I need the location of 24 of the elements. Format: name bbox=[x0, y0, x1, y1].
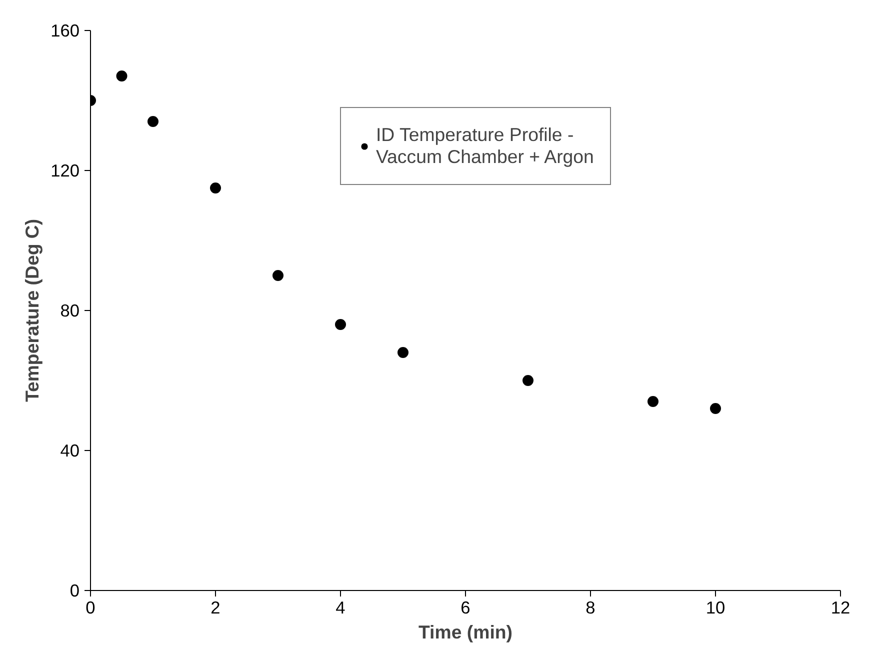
point bbox=[522, 375, 534, 386]
point bbox=[148, 116, 158, 127]
x-tick-label: 4 bbox=[336, 598, 346, 618]
legend-label: ID Temperature Profile - Vaccum Chamber + Argon bbox=[376, 124, 594, 168]
x-tick-label: 10 bbox=[706, 598, 726, 618]
x-axis-title: Time (min) bbox=[418, 622, 512, 642]
point bbox=[398, 347, 408, 358]
y-tick-label: 0 bbox=[70, 580, 80, 600]
point bbox=[710, 403, 721, 414]
point bbox=[648, 396, 658, 407]
x-tick-label: 2 bbox=[210, 598, 220, 618]
x-tick-label: 8 bbox=[586, 598, 596, 618]
x-tick-label: 6 bbox=[460, 598, 470, 618]
point bbox=[335, 319, 346, 330]
y-tick-label: 80 bbox=[60, 300, 80, 320]
y-tick-label: 160 bbox=[50, 20, 80, 40]
point bbox=[116, 70, 128, 82]
y-tick-label: 40 bbox=[60, 440, 80, 460]
point bbox=[272, 270, 284, 281]
x-tick-label: 0 bbox=[86, 598, 96, 618]
point bbox=[210, 182, 221, 194]
y-axis-title: Temperature (Deg C) bbox=[22, 218, 43, 402]
y-tick-label: 120 bbox=[50, 160, 80, 180]
x-tick-label: 12 bbox=[830, 598, 850, 618]
